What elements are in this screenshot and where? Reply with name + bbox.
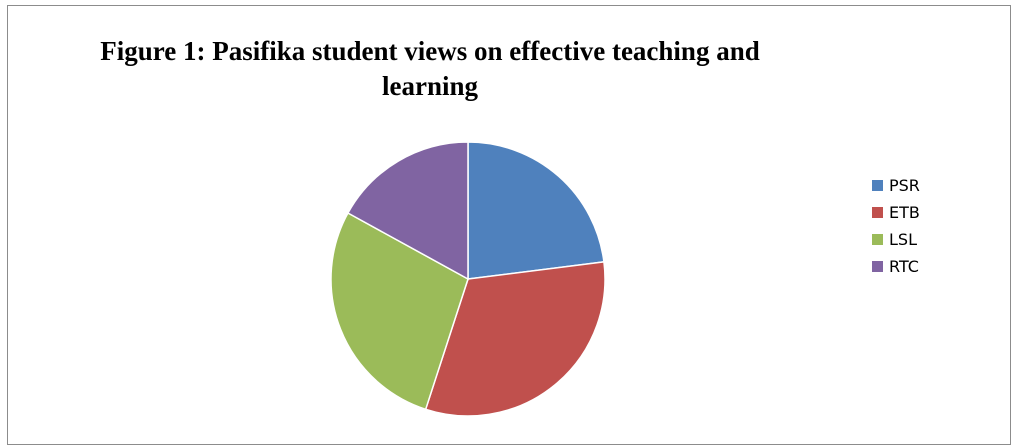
pie-slice-lsl xyxy=(330,211,469,411)
legend-swatch xyxy=(872,261,883,272)
legend-label: LSL xyxy=(889,229,917,249)
pie-slices xyxy=(330,141,606,417)
chart-title: Figure 1: Pasifika student views on effe… xyxy=(100,36,760,101)
legend-item: RTC xyxy=(872,253,992,280)
legend-label: RTC xyxy=(889,256,919,276)
pie-slice-etb xyxy=(424,260,606,417)
legend-item: ETB xyxy=(872,199,992,226)
legend-item: PSR xyxy=(872,172,992,199)
legend-label: ETB xyxy=(889,202,920,222)
legend-item: LSL xyxy=(872,226,992,253)
pie-slice-rtc xyxy=(346,141,469,281)
legend-swatch xyxy=(872,207,883,218)
legend-label: PSR xyxy=(889,175,920,195)
legend-swatch xyxy=(872,234,883,245)
pie-slice-psr xyxy=(467,141,605,280)
legend-swatch xyxy=(872,180,883,191)
legend: PSR ETB LSL RTC xyxy=(872,172,992,280)
